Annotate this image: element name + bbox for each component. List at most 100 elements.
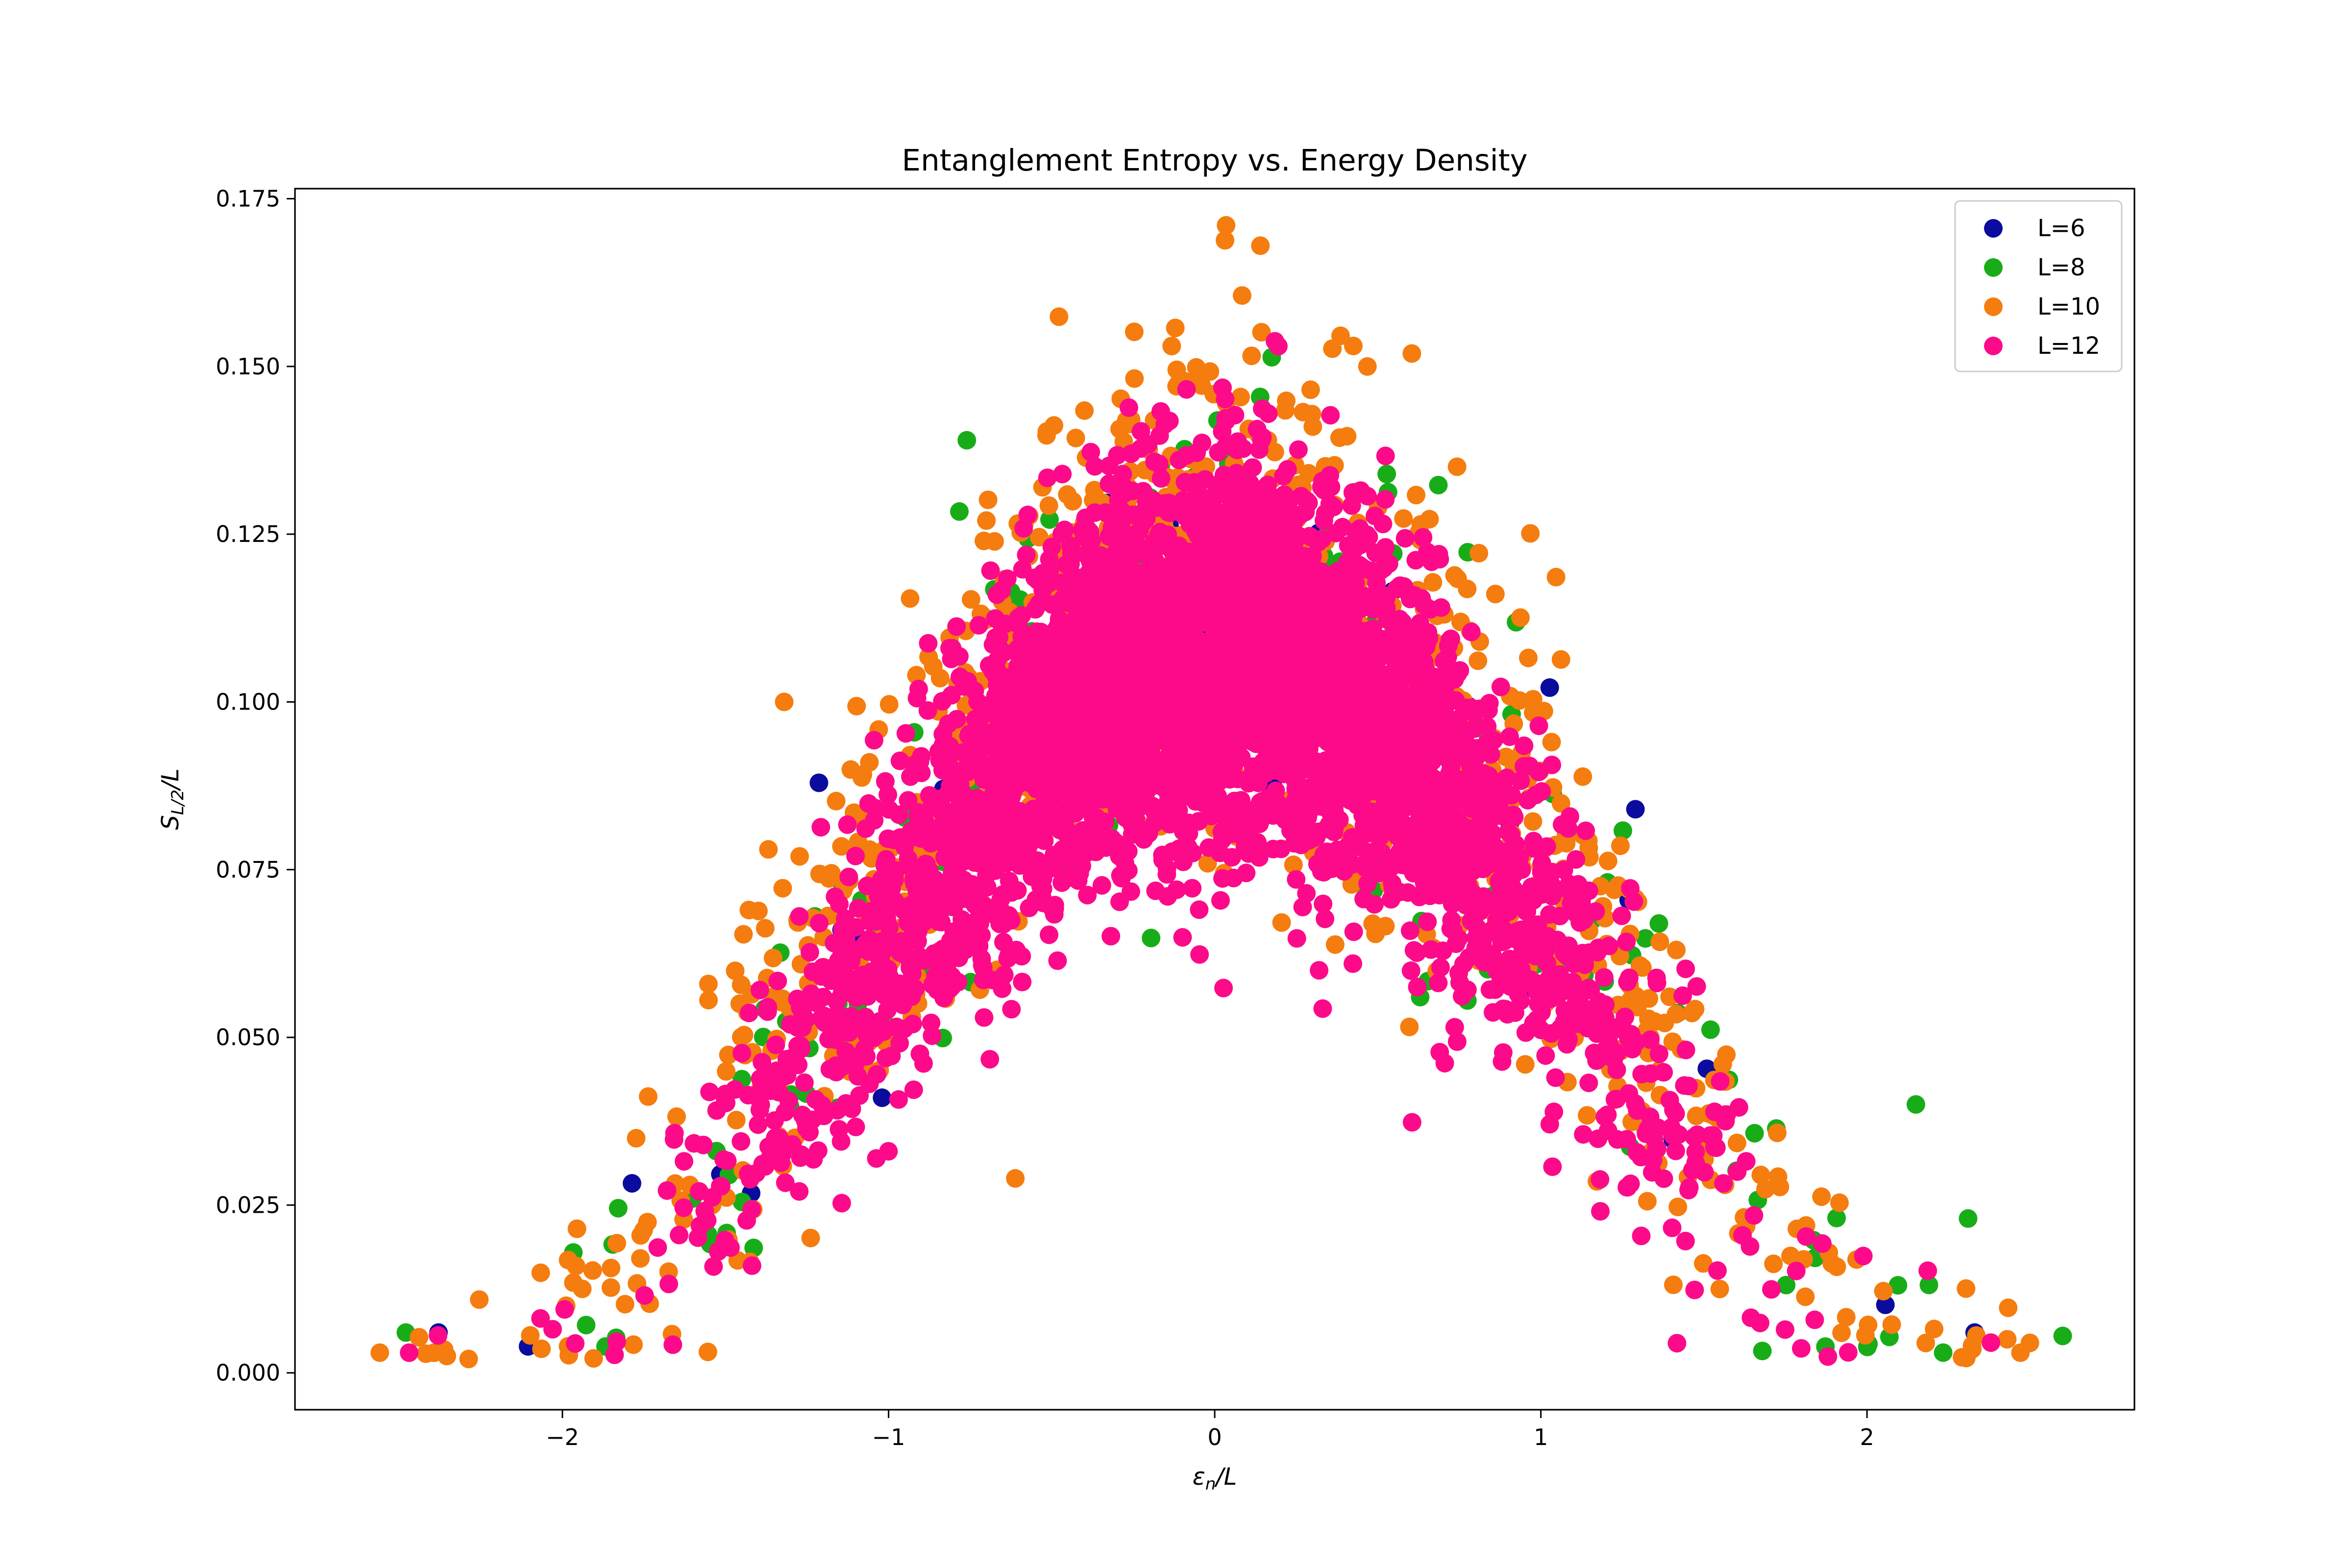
data-point	[974, 531, 993, 550]
data-point	[1467, 739, 1486, 758]
data-point	[577, 1316, 596, 1335]
data-point	[1111, 638, 1130, 658]
data-point	[1402, 1113, 1421, 1132]
data-point	[1822, 1254, 1841, 1273]
data-point	[370, 1343, 390, 1362]
data-point	[1686, 1142, 1705, 1161]
data-point	[742, 1256, 761, 1275]
data-point	[846, 847, 865, 865]
data-point	[1284, 855, 1303, 874]
data-point	[1000, 773, 1019, 792]
data-point	[1387, 734, 1406, 753]
data-point	[880, 695, 899, 714]
data-point	[1326, 524, 1345, 542]
data-point	[1400, 1017, 1419, 1036]
data-point	[812, 1096, 832, 1115]
data-point	[1474, 952, 1493, 971]
data-point	[820, 1060, 839, 1079]
data-point	[978, 847, 997, 866]
data-point	[1650, 932, 1669, 952]
data-point	[1250, 440, 1269, 459]
data-point	[734, 925, 753, 944]
data-point	[1216, 231, 1234, 250]
data-point	[1542, 733, 1561, 752]
data-point	[663, 1335, 683, 1354]
data-point	[829, 951, 848, 970]
data-point	[1276, 563, 1296, 582]
data-point	[1212, 822, 1231, 841]
data-point	[1627, 1143, 1646, 1162]
data-point	[1676, 959, 1695, 979]
data-point	[771, 1068, 790, 1087]
data-point	[1078, 542, 1098, 562]
data-point	[1756, 1179, 1775, 1199]
data-point	[1907, 1095, 1925, 1114]
data-point	[975, 1008, 994, 1027]
data-point	[609, 1199, 628, 1218]
data-points	[370, 216, 2072, 1369]
data-point	[1187, 358, 1206, 377]
data-point	[1436, 677, 1455, 696]
data-point	[1050, 307, 1069, 326]
data-point	[879, 785, 897, 804]
data-point	[1430, 1043, 1449, 1062]
data-point	[847, 697, 866, 716]
data-point	[664, 1130, 684, 1149]
data-point	[1573, 767, 1592, 786]
data-point	[867, 1065, 886, 1084]
series-l-12	[400, 332, 2001, 1366]
data-point	[1265, 442, 1284, 462]
data-point	[1239, 774, 1258, 793]
data-point	[1118, 567, 1137, 587]
data-point	[889, 1090, 908, 1109]
data-point	[1043, 786, 1062, 806]
data-point	[1502, 928, 1521, 947]
data-point	[1647, 974, 1666, 992]
data-point	[1040, 510, 1059, 529]
data-point	[1314, 894, 1333, 913]
data-point	[1243, 458, 1262, 477]
data-point	[699, 991, 718, 1010]
data-point	[1078, 885, 1097, 905]
data-point	[1211, 891, 1230, 910]
data-point	[1223, 848, 1241, 867]
data-point	[1511, 608, 1530, 627]
data-point	[848, 1067, 867, 1086]
data-point	[1449, 929, 1468, 948]
data-point	[790, 907, 809, 926]
data-point	[718, 1152, 737, 1170]
data-point	[1551, 650, 1570, 669]
data-point	[1745, 1124, 1764, 1143]
data-point	[1102, 927, 1121, 946]
data-point	[1705, 1102, 1724, 1121]
data-point	[1667, 940, 1686, 959]
data-point	[1630, 956, 1649, 975]
data-point	[961, 590, 980, 609]
data-point	[1250, 793, 1270, 812]
data-point	[879, 934, 898, 953]
data-point	[688, 1228, 708, 1247]
data-point	[1626, 800, 1645, 819]
data-point	[1556, 939, 1575, 957]
data-point	[1888, 1276, 1908, 1295]
data-point	[994, 932, 1013, 952]
data-point	[1448, 664, 1468, 683]
data-point	[1649, 1044, 1668, 1063]
data-point	[852, 768, 871, 787]
data-point	[424, 1343, 443, 1362]
data-point	[1491, 677, 1510, 696]
data-point	[1710, 1279, 1729, 1298]
data-point	[564, 1273, 583, 1292]
data-point	[919, 634, 938, 653]
data-point	[1594, 968, 1614, 987]
data-point	[1323, 339, 1342, 358]
data-point	[689, 1182, 709, 1201]
data-point	[1198, 854, 1217, 873]
data-point	[1081, 442, 1101, 462]
data-point	[901, 767, 920, 786]
data-point	[954, 743, 973, 762]
data-point	[1792, 1339, 1811, 1358]
data-point	[1728, 1162, 1747, 1181]
data-point	[1162, 541, 1181, 560]
